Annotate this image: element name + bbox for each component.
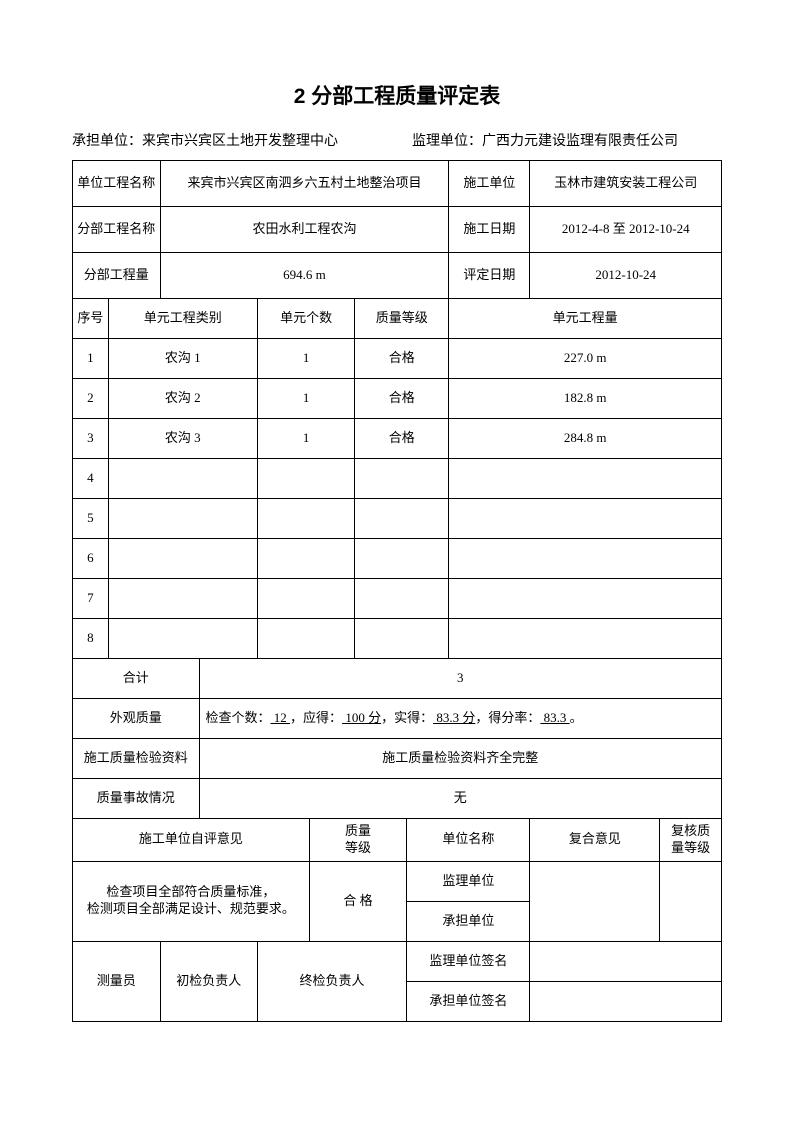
accident-label: 质量事故情况 bbox=[73, 779, 200, 819]
quality-grade-value: 合 格 bbox=[309, 861, 406, 941]
cell-grade bbox=[355, 619, 449, 659]
table-row: 6 bbox=[73, 539, 722, 579]
cell-grade: 合格 bbox=[355, 379, 449, 419]
table-row: 3 农沟 3 1 合格 284.8 m bbox=[73, 419, 722, 459]
cell-qty bbox=[449, 499, 722, 539]
cell-qty: 227.0 m bbox=[449, 339, 722, 379]
table-row: 1 农沟 1 1 合格 227.0 m bbox=[73, 339, 722, 379]
self-opinion-text: 检查项目全部符合质量标准， 检测项目全部满足设计、规范要求。 bbox=[73, 861, 310, 941]
appearance-label: 外观质量 bbox=[73, 699, 200, 739]
contractor-sign-value bbox=[530, 981, 722, 1021]
cell-grade bbox=[355, 539, 449, 579]
value-unit-project-name: 来宾市兴宾区南泗乡六五村土地整治项目 bbox=[160, 161, 449, 207]
cell-count: 1 bbox=[257, 379, 354, 419]
cell-count bbox=[257, 619, 354, 659]
inspection-value: 施工质量检验资料齐全完整 bbox=[199, 739, 721, 779]
total-value: 3 bbox=[199, 659, 721, 699]
cell-qty: 284.8 m bbox=[449, 419, 722, 459]
accident-value: 无 bbox=[199, 779, 721, 819]
supervisor-sign-value bbox=[530, 941, 722, 981]
appearance-value: 检查个数： 12 ，应得： 100 分，实得： 83.3 分，得分率： 83.3… bbox=[199, 699, 721, 739]
label-eval-date: 评定日期 bbox=[449, 253, 530, 299]
cell-seq: 5 bbox=[73, 499, 109, 539]
cell-seq: 8 bbox=[73, 619, 109, 659]
table-row: 5 bbox=[73, 499, 722, 539]
value-sub-project-qty: 694.6 m bbox=[160, 253, 449, 299]
cell-category bbox=[108, 619, 257, 659]
header-line: 承担单位：来宾市兴宾区土地开发整理中心 监理单位：广西力元建设监理有限责任公司 bbox=[72, 130, 722, 150]
label-construction-unit: 施工单位 bbox=[449, 161, 530, 207]
cell-count bbox=[257, 579, 354, 619]
cell-qty bbox=[449, 619, 722, 659]
first-check-label: 初检负责人 bbox=[160, 941, 257, 1021]
cell-grade: 合格 bbox=[355, 339, 449, 379]
self-opinion-label: 施工单位自评意见 bbox=[73, 819, 310, 862]
table-row: 2 农沟 2 1 合格 182.8 m bbox=[73, 379, 722, 419]
supervisor-value: 广西力元建设监理有限责任公司 bbox=[482, 134, 678, 149]
total-label: 合计 bbox=[73, 659, 200, 699]
supervisor-sign-label: 监理单位签名 bbox=[407, 941, 530, 981]
evaluation-table: 单位工程名称 来宾市兴宾区南泗乡六五村土地整治项目 施工单位 玉林市建筑安装工程… bbox=[72, 160, 722, 1022]
cell-category: 农沟 1 bbox=[108, 339, 257, 379]
contractor-sign-label: 承担单位签名 bbox=[407, 981, 530, 1021]
col-category: 单元工程类别 bbox=[108, 299, 257, 339]
recheck-grade-label: 复核质 量等级 bbox=[660, 819, 722, 862]
cell-grade bbox=[355, 459, 449, 499]
cell-seq: 2 bbox=[73, 379, 109, 419]
cell-category bbox=[108, 459, 257, 499]
cell-seq: 4 bbox=[73, 459, 109, 499]
cell-count bbox=[257, 459, 354, 499]
cell-count bbox=[257, 499, 354, 539]
recheck-grade-value bbox=[660, 861, 722, 941]
cell-qty bbox=[449, 579, 722, 619]
cell-qty: 182.8 m bbox=[449, 379, 722, 419]
supervisor-label: 监理单位： bbox=[412, 134, 482, 149]
cell-category: 农沟 2 bbox=[108, 379, 257, 419]
composite-opinion-label: 复合意见 bbox=[530, 819, 660, 862]
cell-seq: 7 bbox=[73, 579, 109, 619]
cell-grade bbox=[355, 579, 449, 619]
col-qty: 单元工程量 bbox=[449, 299, 722, 339]
inspection-label: 施工质量检验资料 bbox=[73, 739, 200, 779]
table-row: 4 bbox=[73, 459, 722, 499]
col-count: 单元个数 bbox=[257, 299, 354, 339]
value-construction-date: 2012-4-8 至 2012-10-24 bbox=[530, 207, 722, 253]
col-grade: 质量等级 bbox=[355, 299, 449, 339]
surveyor-label: 测量员 bbox=[73, 941, 161, 1021]
table-row: 7 bbox=[73, 579, 722, 619]
cell-category: 农沟 3 bbox=[108, 419, 257, 459]
cell-category bbox=[108, 539, 257, 579]
cell-category bbox=[108, 579, 257, 619]
col-seq: 序号 bbox=[73, 299, 109, 339]
cell-count: 1 bbox=[257, 339, 354, 379]
contractor-label: 承担单位： bbox=[72, 134, 142, 149]
contractor-unit-label: 承担单位 bbox=[407, 901, 530, 941]
cell-count: 1 bbox=[257, 419, 354, 459]
value-eval-date: 2012-10-24 bbox=[530, 253, 722, 299]
cell-category bbox=[108, 499, 257, 539]
cell-qty bbox=[449, 459, 722, 499]
cell-count bbox=[257, 539, 354, 579]
value-construction-unit: 玉林市建筑安装工程公司 bbox=[530, 161, 722, 207]
page-title: 2 分部工程质量评定表 bbox=[72, 80, 722, 110]
final-check-label: 终检负责人 bbox=[257, 941, 406, 1021]
cell-seq: 6 bbox=[73, 539, 109, 579]
table-row: 8 bbox=[73, 619, 722, 659]
cell-grade bbox=[355, 499, 449, 539]
label-unit-project-name: 单位工程名称 bbox=[73, 161, 161, 207]
label-sub-project-name: 分部工程名称 bbox=[73, 207, 161, 253]
cell-grade: 合格 bbox=[355, 419, 449, 459]
supervisor-unit-label: 监理单位 bbox=[407, 861, 530, 901]
composite-opinion-value bbox=[530, 861, 660, 941]
cell-seq: 3 bbox=[73, 419, 109, 459]
cell-seq: 1 bbox=[73, 339, 109, 379]
label-construction-date: 施工日期 bbox=[449, 207, 530, 253]
value-sub-project-name: 农田水利工程农沟 bbox=[160, 207, 449, 253]
cell-qty bbox=[449, 539, 722, 579]
contractor-value: 来宾市兴宾区土地开发整理中心 bbox=[142, 134, 338, 149]
quality-grade-label: 质量 等级 bbox=[309, 819, 406, 862]
label-sub-project-qty: 分部工程量 bbox=[73, 253, 161, 299]
unit-name-label: 单位名称 bbox=[407, 819, 530, 862]
